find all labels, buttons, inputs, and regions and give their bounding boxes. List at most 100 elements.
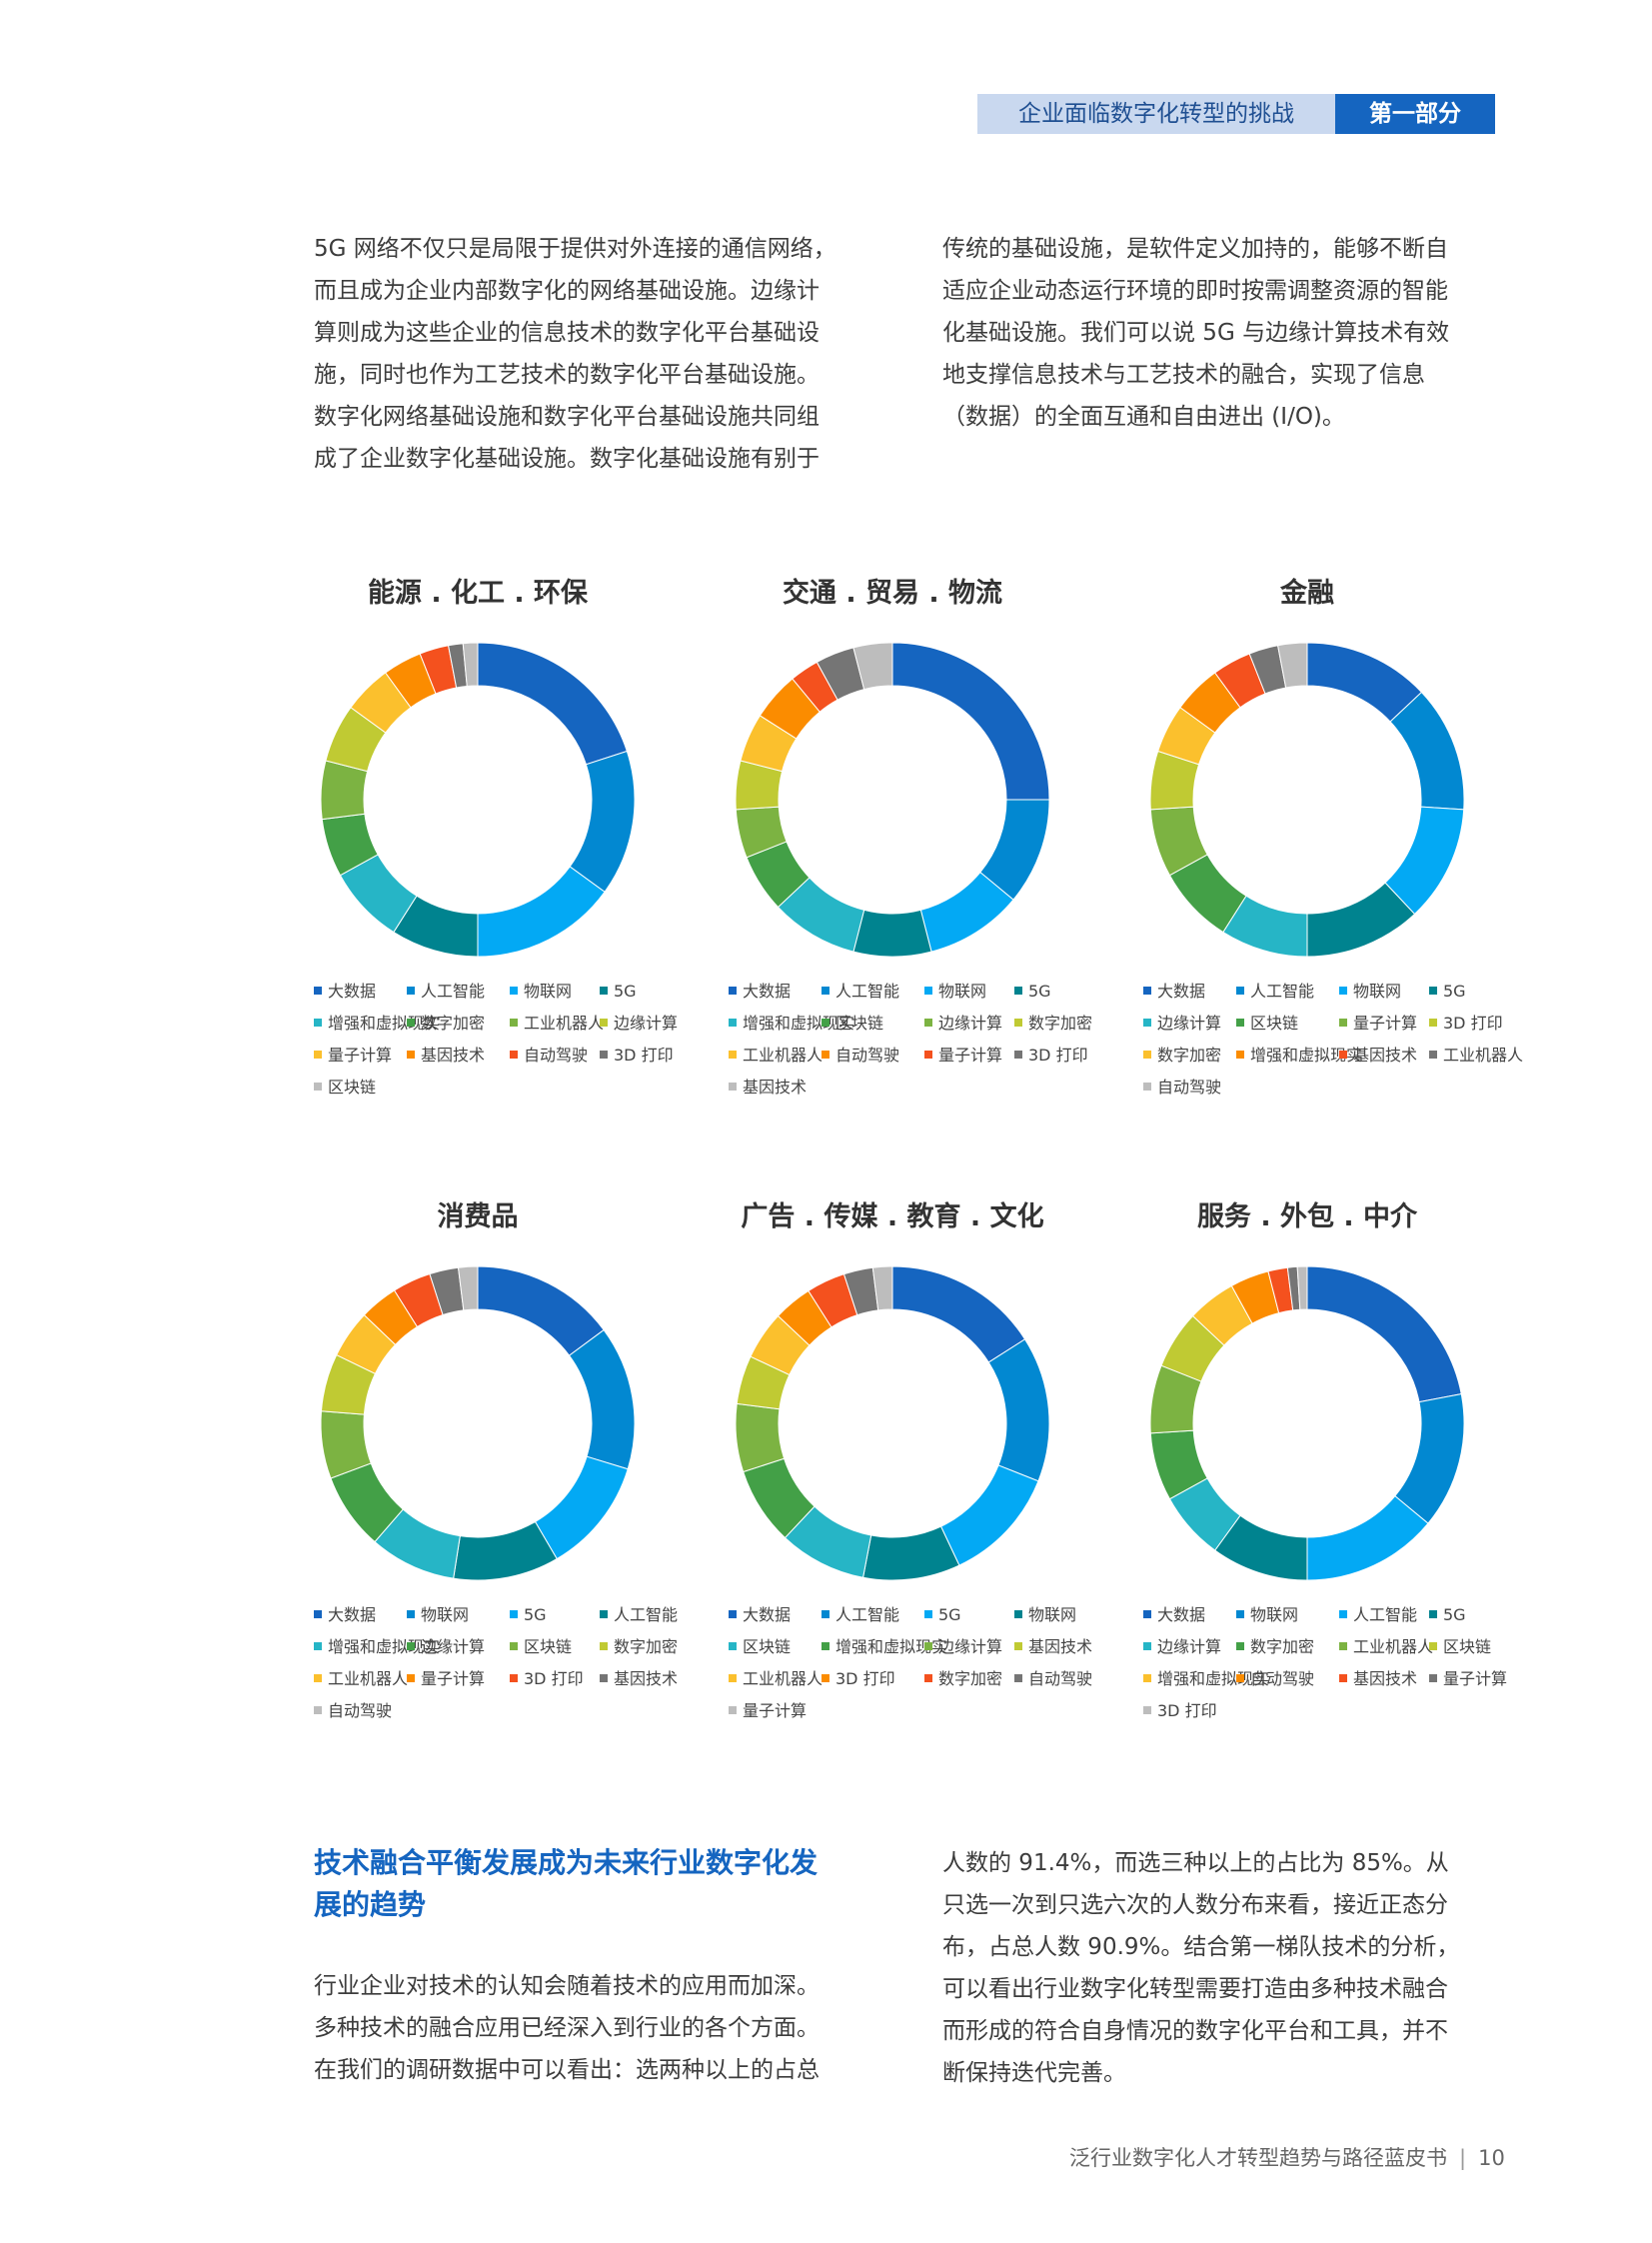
legend-label: 边缘计算 [421,1637,486,1656]
legend-label: 基因技术 [614,1669,679,1688]
legend-item: 大数据 [314,1605,376,1625]
legend-label: 区块链 [1443,1637,1492,1656]
legend-item: 5G [1429,982,1466,1002]
legend-item: 数字加密 [1236,1637,1314,1657]
legend-item: 边缘计算 [1143,1014,1221,1034]
legend-item: 增强和虚拟现实 [314,1014,440,1034]
legend-label: 物联网 [1028,1605,1077,1624]
legend-item: 人工智能 [407,982,485,1002]
legend-label: 量子计算 [421,1669,486,1688]
legend-swatch [1339,1051,1347,1059]
legend-label: 区块链 [835,1014,884,1033]
legend-swatch [1014,1051,1022,1059]
legend-swatch [1236,1051,1244,1059]
legend-label: 5G [938,1605,961,1624]
legend-swatch [729,1706,737,1714]
text-line: 而形成的符合自身情况的数字化平台和工具，并不 [942,2018,1448,2044]
legend-label: 量子计算 [743,1701,808,1720]
legend-swatch [1014,1642,1022,1650]
legend-swatch [822,1642,829,1650]
donut-slice [1276,642,1308,689]
legend-swatch [924,1051,932,1059]
donut-slice [1296,1265,1308,1310]
legend-label: 自动驾驶 [328,1701,393,1720]
legend-swatch [729,1674,737,1682]
legend-swatch [510,1642,518,1650]
legend-swatch [822,1674,829,1682]
text-line: 适应企业动态运行环境的即时按需调整资源的智能 [942,278,1448,304]
legend-swatch [407,1674,415,1682]
text-line: 传统的基础设施，是软件定义加持的，能够不断自 [942,236,1448,262]
legend-swatch [407,1051,415,1059]
legend-swatch [1236,1610,1244,1618]
legend-swatch [1143,1083,1151,1091]
text-line: 而且成为企业内部数字化的网络基础设施。边缘计 [314,278,820,304]
chart-legend: 大数据 人工智能 物联网 5G 增强和虚拟现实 区块链 边缘计算 数字加密 工业机器人 自动驾驶 量… [729,982,1092,1112]
legend-item: 量子计算 [314,1046,392,1066]
legend-swatch [600,1642,608,1650]
donut-chart [1149,1265,1465,1581]
legend-label: 基因技术 [1353,1669,1418,1688]
legend-item: 5G [600,982,637,1002]
legend-label: 物联网 [524,982,573,1001]
legend-item: 基因技术 [729,1078,807,1098]
legend-swatch [407,987,415,995]
intro-paragraph-right: 传统的基础设施，是软件定义加持的，能够不断自 适应企业动态运行环境的即时按需调整… [942,228,1502,438]
legend-item: 5G [924,1605,961,1625]
legend-label: 大数据 [1157,1605,1206,1624]
body-paragraph-left: 行业企业对技术的认知会随着技术的应用而加深。 多种技术的融合应用已经深入到行业的… [314,1965,873,2091]
legend-swatch [314,1051,322,1059]
legend-label: 增强和虚拟现实 [743,1014,855,1033]
chart-title: 交通 . 贸易 . 物流 [782,578,1003,609]
legend-swatch [729,1051,737,1059]
legend-label: 量子计算 [938,1046,1003,1065]
chart-title: 能源 . 化工 . 环保 [367,578,589,609]
legend-label: 人工智能 [1250,982,1315,1001]
legend-item: 工业机器人 [1339,1637,1433,1657]
chart-title: 金融 [1280,578,1334,609]
legend-label: 物联网 [1353,982,1402,1001]
legend-label: 边缘计算 [1157,1637,1222,1656]
footer-title: 泛行业数字化人才转型趋势与路径蓝皮书 [1069,2146,1447,2170]
legend-item: 物联网 [1014,1605,1076,1625]
legend-swatch [314,987,322,995]
legend-label: 边缘计算 [614,1014,679,1033]
legend-label: 区块链 [743,1637,792,1656]
text-line: 可以看出行业数字化转型需要打造由多种技术融合 [942,1976,1448,2002]
chart-title: 消费品 [437,1201,519,1232]
donut-slice [534,1455,629,1560]
legend-item: 工业机器人 [510,1014,604,1034]
legend-item: 人工智能 [822,1605,899,1625]
legend-item: 边缘计算 [1143,1637,1221,1657]
legend-label: 增强和虚拟现实 [1250,1046,1363,1065]
legend-label: 量子计算 [1353,1014,1418,1033]
legend-swatch [407,1610,415,1618]
legend-item: 基因技术 [1339,1669,1417,1689]
legend-label: 量子计算 [328,1046,393,1065]
legend-label: 大数据 [743,982,792,1001]
text-line: 化基础设施。我们可以说 5G 与边缘计算技术有效 [942,320,1450,346]
heading-line: 展的趋势 [314,1888,427,1921]
legend-item: 工业机器人 [1429,1046,1523,1066]
legend-swatch [600,1610,608,1618]
legend-label: 工业机器人 [743,1669,824,1688]
legend-label: 物联网 [938,982,987,1001]
legend-swatch [822,987,829,995]
legend-swatch [1143,1706,1151,1714]
legend-label: 5G [524,1605,547,1624]
legend-swatch [1429,1642,1437,1650]
heading-line: 技术融合平衡发展成为未来行业数字化发 [314,1846,819,1879]
legend-swatch [600,987,608,995]
legend-label: 数字加密 [421,1014,486,1033]
legend-swatch [1143,1642,1151,1650]
donut-chart [735,1265,1050,1581]
legend-label: 5G [1443,1605,1466,1624]
legend-label: 大数据 [1157,982,1206,1001]
text-line: 断保持迭代完善。 [942,2060,1126,2086]
legend-label: 3D 打印 [1028,1046,1088,1065]
legend-item: 区块链 [1429,1637,1491,1657]
legend-swatch [1339,1642,1347,1650]
legend-label: 区块链 [328,1078,377,1097]
legend-item: 数字加密 [600,1637,678,1657]
legend-swatch [1014,1019,1022,1027]
